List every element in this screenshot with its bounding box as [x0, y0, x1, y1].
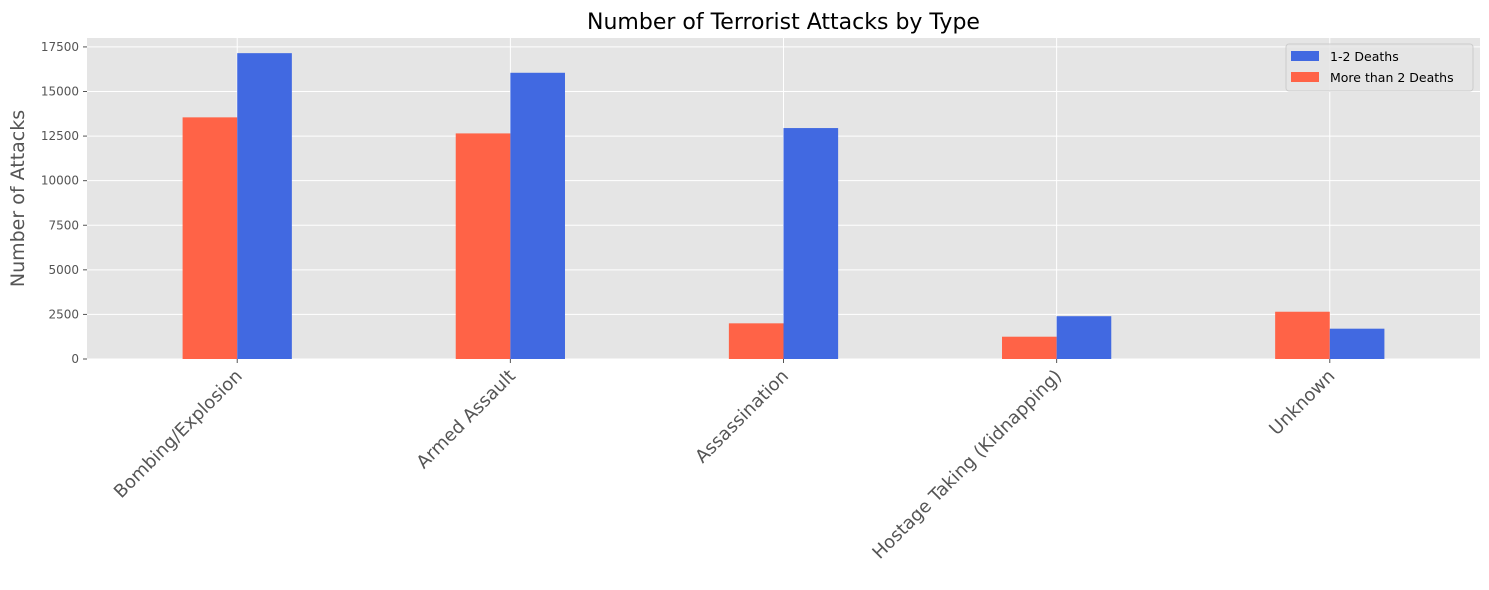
- y-tick-label: 5000: [48, 263, 79, 277]
- bar: [728, 323, 784, 359]
- legend-label: 1-2 Deaths: [1330, 49, 1399, 64]
- bar: [1329, 328, 1385, 359]
- bar: [455, 133, 511, 359]
- x-tick-label: Unknown: [1265, 366, 1339, 440]
- bar: [783, 128, 839, 359]
- y-tick-label: 2500: [48, 307, 79, 321]
- legend-swatch: [1291, 51, 1319, 61]
- bars: [182, 53, 1385, 360]
- bar: [182, 117, 238, 359]
- bar: [1056, 316, 1112, 359]
- y-tick-label: 0: [71, 352, 79, 366]
- bar: [237, 53, 292, 360]
- y-axis-title: Number of Attacks: [7, 110, 29, 287]
- legend-label: More than 2 Deaths: [1330, 70, 1454, 85]
- y-tick-label: 12500: [41, 129, 79, 143]
- y-tick-label: 7500: [48, 218, 79, 232]
- x-tick-label: Bombing/Explosion: [110, 366, 247, 503]
- y-tick-label: 15000: [41, 85, 79, 99]
- x-tick-label: Armed Assault: [413, 366, 520, 473]
- y-tick-label: 17500: [41, 40, 79, 54]
- legend-swatch: [1291, 72, 1319, 82]
- y-axis-ticks: 0 2500 5000 7500 10000 12500 15000 17500: [41, 40, 87, 366]
- bar: [1275, 311, 1330, 359]
- x-axis-ticks: Bombing/Explosion Armed Assault Assassinat…: [110, 359, 1339, 563]
- chart-title: Number of Terrorist Attacks by Type: [587, 10, 980, 35]
- x-tick-label: Hostage Taking (Kidnapping): [868, 366, 1066, 564]
- y-tick-label: 10000: [41, 174, 79, 188]
- bar: [1002, 336, 1057, 359]
- bar: [510, 72, 565, 360]
- x-tick-label: Assassination: [691, 366, 793, 468]
- legend-box: [1285, 43, 1474, 92]
- legend: 1-2 Deaths More than 2 Deaths: [1285, 43, 1474, 92]
